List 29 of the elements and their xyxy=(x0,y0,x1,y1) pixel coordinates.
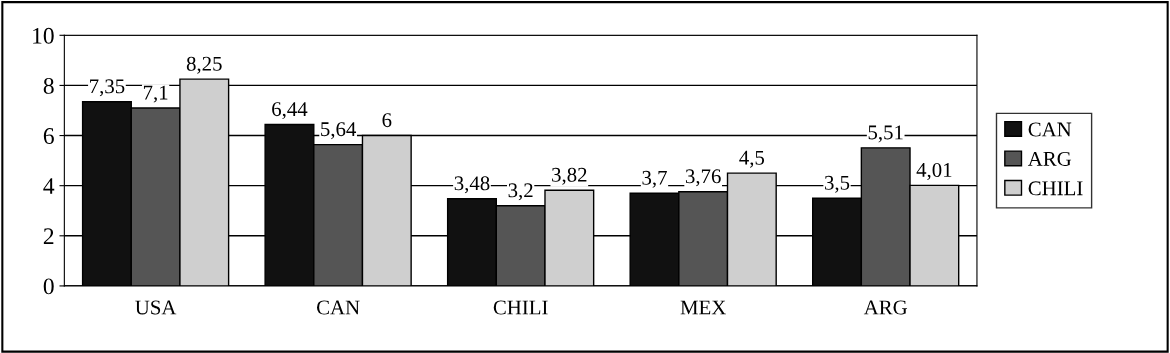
legend-label: CHILI xyxy=(1028,181,1083,196)
data-label: 3,76 xyxy=(685,169,721,187)
data-label: 7,1 xyxy=(143,85,168,103)
data-label: 3,5 xyxy=(824,175,850,193)
data-label: 3,2 xyxy=(508,183,533,201)
y-tick-label: 8 xyxy=(43,77,54,94)
y-tick-label: 4 xyxy=(43,178,55,194)
data-label: 4,5 xyxy=(739,150,765,168)
data-label: 6,44 xyxy=(272,102,308,120)
y-tick-label: 0 xyxy=(43,278,54,295)
data-label: 5,64 xyxy=(321,122,357,140)
data-label: 3,7 xyxy=(642,170,667,188)
data-label: 3,48 xyxy=(454,176,490,194)
data-label: 6 xyxy=(382,113,392,128)
x-tick-label: ARG xyxy=(863,300,908,315)
data-label: 3,82 xyxy=(552,167,587,185)
x-tick-label: CHILI xyxy=(493,300,548,315)
x-tick-label: CAN xyxy=(316,300,360,315)
x-tick-label: USA xyxy=(135,300,177,315)
y-tick-label: 2 xyxy=(43,228,54,244)
data-label: 5,51 xyxy=(868,125,903,143)
legend-label: ARG xyxy=(1027,151,1072,166)
data-label: 8,25 xyxy=(186,56,222,74)
x-tick-label: MEX xyxy=(680,300,726,315)
data-label: 4,01 xyxy=(916,162,952,181)
legend-label: CAN xyxy=(1028,122,1072,137)
y-tick-label: 6 xyxy=(43,128,54,144)
y-tick-label: 10 xyxy=(33,27,54,44)
data-label: 7,35 xyxy=(90,79,125,97)
